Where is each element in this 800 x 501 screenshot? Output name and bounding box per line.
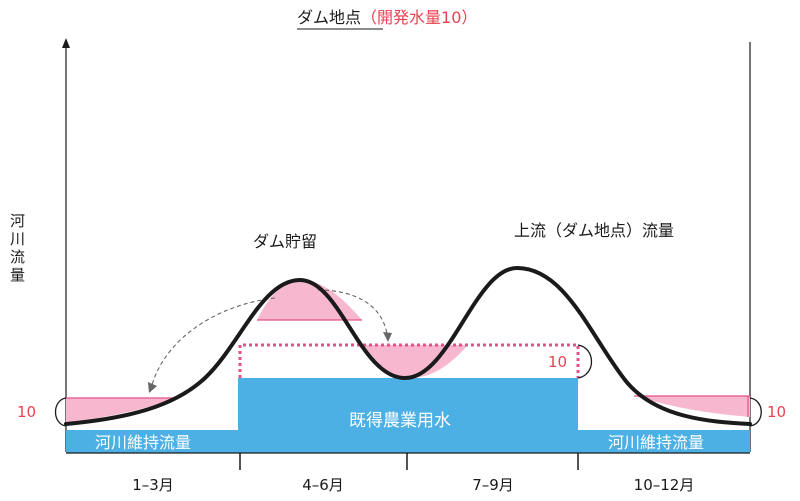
dam-storage-label: ダム貯留: [253, 232, 317, 251]
bracket-mid: [577, 344, 593, 379]
pink-deficit-right: [634, 396, 750, 417]
y-label-char-3: 流: [10, 248, 25, 266]
y-axis-arrowhead: [62, 38, 70, 48]
period-label: 1–3月: [132, 476, 174, 494]
y-label-char-4: 量: [10, 266, 25, 284]
svg-text:ダム地点（開発水量10）: ダム地点（開発水量10）: [297, 8, 477, 27]
transfer-arrow-left: [151, 297, 276, 386]
existing-agri-label: 既得農業用水: [349, 411, 451, 431]
y-label-char-2: 川: [10, 230, 25, 248]
pink-deficit-mid: [362, 345, 468, 378]
title-sub: 開発水量10: [377, 8, 461, 27]
ten-label-right: 10: [767, 403, 786, 421]
title-main: ダム地点: [297, 8, 361, 27]
y-label-char-1: 河: [10, 212, 25, 230]
bracket-right: [749, 397, 762, 427]
river-flow-curve: [64, 265, 752, 426]
period-label: 10–12月: [634, 476, 695, 494]
pink-deficit-left: [66, 398, 178, 423]
period-label: 4–6月: [302, 476, 344, 494]
maintenance-flow-right-bar: [578, 430, 750, 453]
maintenance-flow-right-label: 河川維持流量: [608, 433, 704, 452]
maintenance-flow-left-label: 河川維持流量: [95, 433, 191, 452]
y-axis-label: 河 川 流 量: [10, 212, 25, 284]
upstream-flow-label: 上流（ダム地点）流量: [514, 221, 674, 240]
title-paren-open: （: [361, 8, 377, 27]
period-label: 7–9月: [472, 476, 514, 494]
bracket-left: [54, 397, 67, 427]
transfer-arrowhead-right: [383, 332, 392, 342]
pink-dam-storage: [257, 280, 362, 320]
ten-label-left: 10: [17, 403, 36, 421]
transfer-arrowhead-left: [148, 382, 157, 393]
title-paren-close: ）: [461, 8, 477, 27]
maintenance-flow-left-bar: [66, 430, 238, 453]
ten-label-mid: 10: [548, 353, 567, 371]
transfer-arrow-right: [317, 289, 388, 335]
existing-agri-water-block: [238, 378, 578, 453]
